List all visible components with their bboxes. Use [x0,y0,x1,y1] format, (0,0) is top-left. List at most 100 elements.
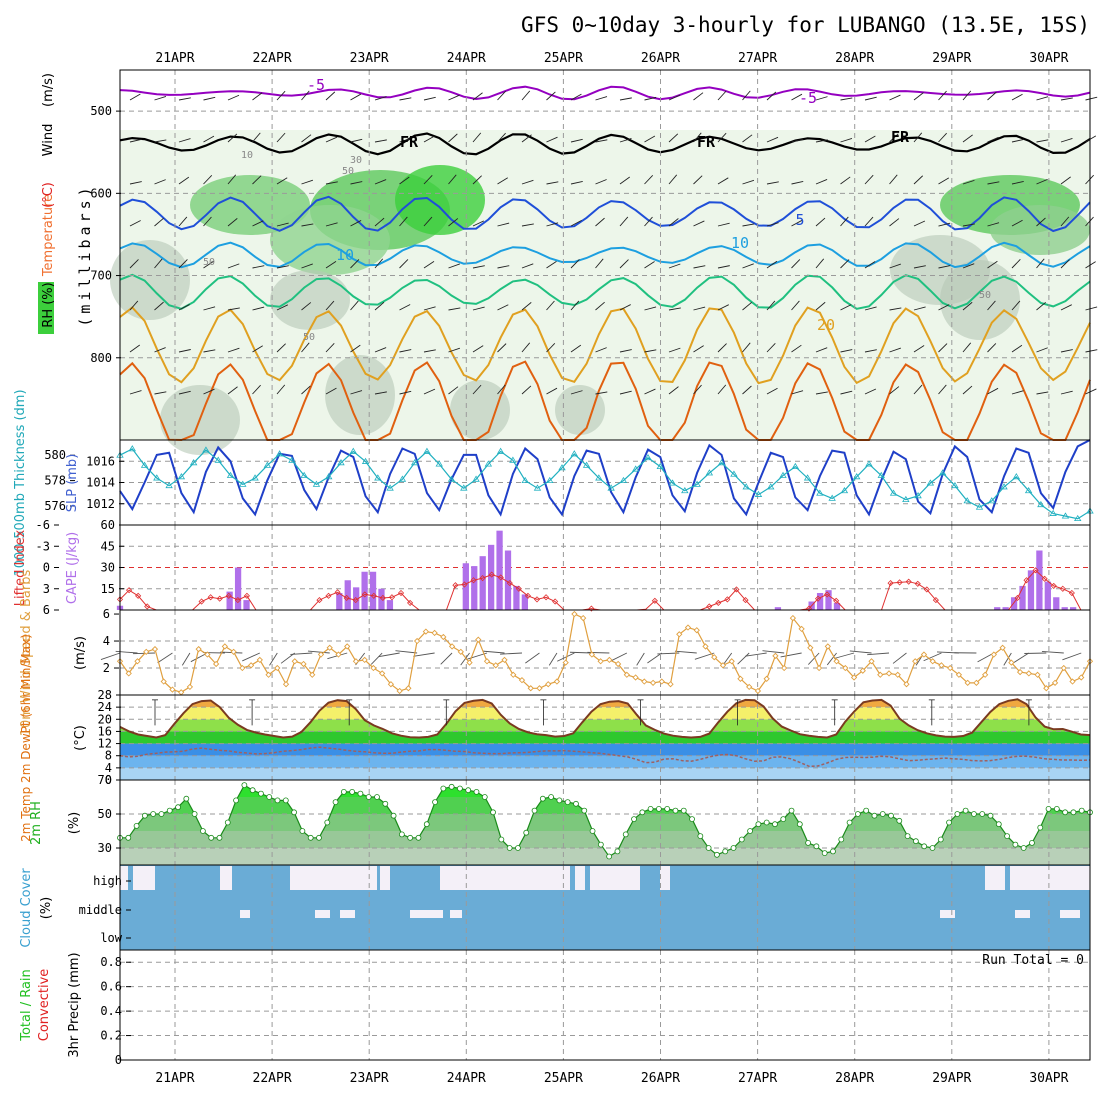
rh-point [665,806,670,811]
rh-tick: 70 [98,773,112,787]
rh-point [499,837,504,842]
contour-label: 10 [336,246,354,264]
top-date-label: 23APR [350,51,389,66]
cape-bar [345,580,351,610]
clear-high-gap [355,866,377,890]
rh-point [217,835,222,840]
cape-bar [387,600,393,610]
precip-ticks: 0.80.60.40.20 [100,955,131,1067]
rh-point [789,808,794,813]
contour-label: 50 [342,166,354,177]
rh-point [764,820,769,825]
rh-point [192,812,197,817]
top-date-label: 24APR [447,51,486,66]
profile-axis-title: (millibars) [76,183,94,326]
profile-label-part: (m/s) [41,73,56,107]
rh-point [142,813,147,818]
surface-barb [1062,653,1081,660]
rh-point [300,829,305,834]
wind-point [817,666,822,671]
clear-middle-gap [940,910,955,918]
cloud-label: Cloud Cover [19,868,34,948]
cape-bar [243,600,249,610]
rh-point [1046,806,1051,811]
rh-point [656,806,661,811]
clear-high-gap [985,866,1005,890]
rh-point [1029,840,1034,845]
wind-point [240,666,245,671]
top-date-label: 28APR [835,51,874,66]
wind-point [651,680,656,685]
rh-point [913,839,918,844]
lifted-index-series [118,568,1091,611]
cape-bar [1045,582,1051,610]
thickness-tick: 580 [44,448,66,462]
rh-point [855,812,860,817]
li-tick: 0 [43,561,50,575]
cape-bar [522,594,528,610]
rh-point [250,788,255,793]
contour-label: 10 [241,150,253,161]
rh-point [184,796,189,801]
clear-middle-gap [410,910,430,918]
moist-layer [395,165,485,235]
rh-point [167,808,172,813]
contour-label: 20 [817,316,835,334]
wind-tick: 4 [103,634,110,648]
rh-gray-region [325,355,395,435]
cape-bar [361,572,367,610]
pressure-tick: 500 [90,104,112,118]
rh-point [1071,810,1076,815]
rh-point [905,834,910,839]
rh-point [159,812,164,817]
rh-point [375,795,380,800]
clear-high-gap [220,866,232,890]
rh-point [880,812,885,817]
cape-grid [120,525,1090,610]
rh-point [889,813,894,818]
rh-point [947,820,952,825]
rh-tick: 50 [98,807,112,821]
slp-tick: 1014 [86,476,115,490]
surface-barb [483,651,505,653]
wind-point [572,612,577,617]
rh-point [573,801,578,806]
thickness-tick: 578 [44,474,66,488]
rh-band [120,780,1090,797]
li-line [120,570,1090,610]
rh-point [615,849,620,854]
profile-label-part: Wind [41,124,56,157]
clear-middle-gap [340,910,355,918]
contour-label: FR [400,133,419,151]
contour-label: FR [891,128,910,146]
surface-barb [850,651,872,653]
bottom-date-label: 25APR [544,1071,583,1086]
rh-point [316,835,321,840]
contour-label: 10 [731,234,749,252]
rh-point [350,789,355,794]
rh-point [151,812,156,817]
temp2m-unit: (°C) [73,725,88,751]
rh-point [408,835,413,840]
bottom-date-label: 23APR [350,1071,389,1086]
rh-point [449,784,454,789]
wind-ticks: 642 [103,607,119,675]
rh-point [607,854,612,859]
rh-point [457,786,462,791]
cape-bar [235,568,241,611]
cloud-unit: (%) [39,897,54,920]
cape-tick: 60 [101,518,115,532]
surface-barb [413,653,434,656]
cape-bar [1036,551,1042,611]
rh-point [540,796,545,801]
rh-point [1013,842,1018,847]
cape-tick: 30 [101,561,115,575]
clear-middle-gap [450,910,462,918]
cape-tick: 15 [101,582,115,596]
precip-label-convective: Convective [37,969,52,1042]
wind-point [546,682,551,687]
rh-point [640,810,645,815]
